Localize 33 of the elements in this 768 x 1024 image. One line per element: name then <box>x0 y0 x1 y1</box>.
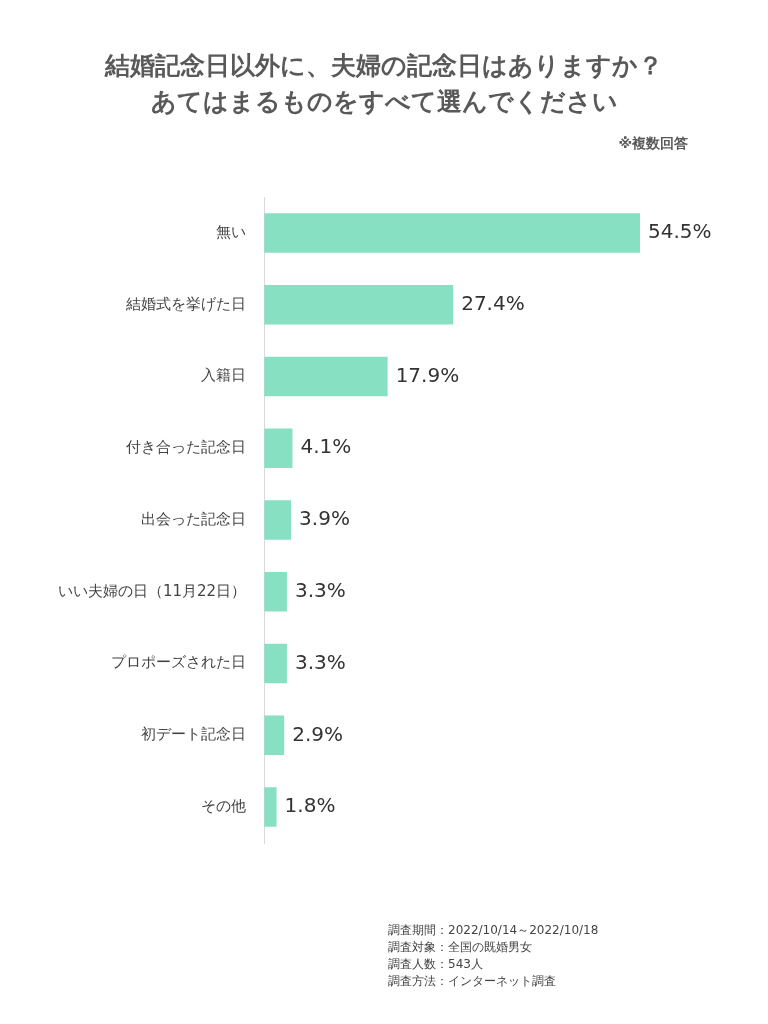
chart-title: 結婚記念日以外に、夫婦の記念日はありますか？あてはまるものをすべて選んでください <box>104 50 664 118</box>
data-label: 27.4% <box>461 290 525 315</box>
y-tick-label: その他 <box>201 797 247 815</box>
data-label: 3.3% <box>294 649 346 674</box>
data-label: 54.5% <box>648 219 712 244</box>
data-label: 1.8% <box>284 793 336 818</box>
bar <box>264 500 292 540</box>
y-tick-label: 無い <box>216 222 247 241</box>
text: 調査対象：全国の既婚男女 <box>388 939 533 956</box>
text: 調査人数：543人 <box>388 956 484 973</box>
bar <box>264 715 285 756</box>
y-tick-label: 結婚式を挙げた日 <box>125 294 247 313</box>
bar <box>264 787 277 827</box>
y-tick-label: 付き合った記念日 <box>125 438 247 457</box>
bar <box>264 643 287 684</box>
data-label: 2.9% <box>292 721 343 746</box>
text: 調査方法：インターネット調査 <box>388 973 557 990</box>
y-tick-label: 入籍日 <box>201 366 247 385</box>
data-label: 4.1% <box>300 434 352 459</box>
bar <box>264 356 388 397</box>
text: ※複数回答 <box>618 135 688 153</box>
bar <box>264 572 287 612</box>
data-label: 3.9% <box>299 506 350 531</box>
y-tick-label: プロポーズされた日 <box>111 653 247 672</box>
y-tick-label: いい夫婦の日（11月22日） <box>57 581 247 600</box>
bar <box>264 284 454 325</box>
data-label: 3.3% <box>294 577 346 602</box>
text: 調査期間：2022/10/14～2022/10/18 <box>388 922 599 939</box>
data-label: 17.9% <box>395 362 460 387</box>
bar <box>264 428 293 468</box>
y-tick-label: 初デート記念日 <box>141 725 247 744</box>
y-tick-label: 出会った記念日 <box>141 509 247 528</box>
bar <box>264 213 641 253</box>
